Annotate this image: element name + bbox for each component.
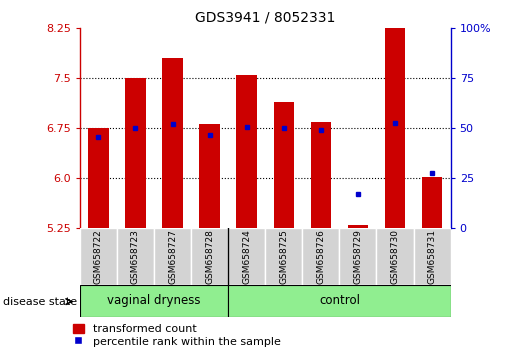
Bar: [385, 8, 405, 228]
Bar: [117, 228, 154, 285]
Bar: [376, 228, 414, 285]
Bar: [162, 58, 183, 228]
Bar: [191, 228, 228, 285]
Bar: [273, 102, 294, 228]
Bar: [80, 228, 117, 285]
Legend: transformed count, percentile rank within the sample: transformed count, percentile rank withi…: [73, 324, 280, 347]
Text: GSM658725: GSM658725: [279, 229, 288, 284]
Bar: [228, 228, 265, 285]
Bar: [228, 285, 451, 317]
Bar: [302, 228, 339, 285]
Text: GSM658724: GSM658724: [242, 229, 251, 284]
Bar: [80, 285, 228, 317]
Bar: [311, 122, 331, 228]
Text: GSM658730: GSM658730: [390, 229, 400, 284]
Bar: [88, 129, 109, 228]
Title: GDS3941 / 8052331: GDS3941 / 8052331: [195, 10, 335, 24]
Bar: [265, 228, 302, 285]
Text: GSM658731: GSM658731: [427, 229, 437, 284]
Bar: [199, 124, 220, 228]
Bar: [154, 228, 191, 285]
Bar: [422, 177, 442, 228]
Text: vaginal dryness: vaginal dryness: [107, 295, 201, 307]
Text: GSM658726: GSM658726: [316, 229, 325, 284]
Text: GSM658727: GSM658727: [168, 229, 177, 284]
Bar: [125, 78, 146, 228]
Bar: [414, 228, 451, 285]
Text: disease state: disease state: [3, 297, 77, 307]
Text: GSM658722: GSM658722: [94, 229, 103, 284]
Bar: [236, 75, 257, 228]
Text: GSM658723: GSM658723: [131, 229, 140, 284]
Text: GSM658729: GSM658729: [353, 229, 363, 284]
Bar: [348, 225, 368, 228]
Text: GSM658728: GSM658728: [205, 229, 214, 284]
Bar: [339, 228, 376, 285]
Text: control: control: [319, 295, 360, 307]
